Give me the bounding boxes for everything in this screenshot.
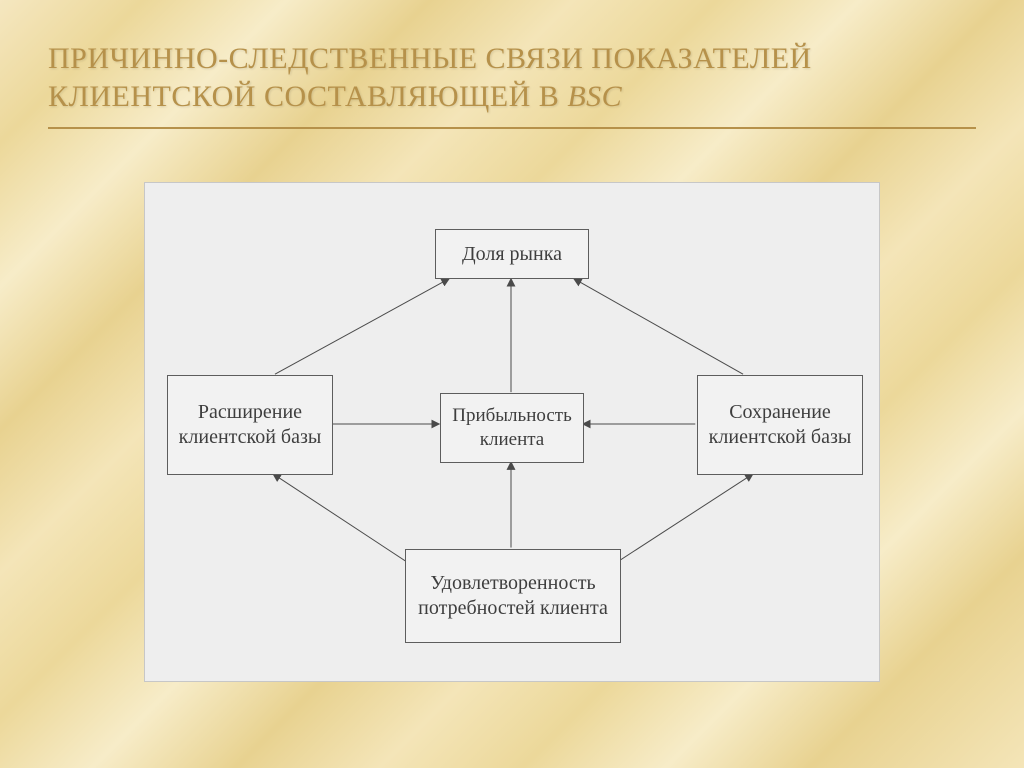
title-underline xyxy=(48,127,976,129)
node-base-retention: Сохранение клиентской базы xyxy=(697,375,863,475)
diagram-frame: Доля рынка Прибыльность клиента Расширен… xyxy=(144,182,880,682)
node-label: Удовлетворенность потребностей клиента xyxy=(414,571,612,621)
node-label: Прибыльность клиента xyxy=(449,404,575,452)
node-label: Сохранение клиентской базы xyxy=(706,400,854,450)
title-line2b: BSC xyxy=(567,80,622,113)
slide-title: ПРИЧИННО-СЛЕДСТВЕННЫЕ СВЯЗИ ПОКАЗАТЕЛЕЙ … xyxy=(48,40,976,117)
title-line2a: КЛИЕНТСКОЙ СОСТАВЛЯЮЩЕЙ В xyxy=(48,80,567,113)
node-satisfaction: Удовлетворенность потребностей клиента xyxy=(405,549,621,643)
slide-content: ПРИЧИННО-СЛЕДСТВЕННЫЕ СВЯЗИ ПОКАЗАТЕЛЕЙ … xyxy=(0,0,1024,768)
node-label: Расширение клиентской базы xyxy=(176,400,324,450)
node-base-expansion: Расширение клиентской базы xyxy=(167,375,333,475)
node-label: Доля рынка xyxy=(462,242,562,267)
node-market-share: Доля рынка xyxy=(435,229,589,279)
node-client-profit: Прибыльность клиента xyxy=(440,393,584,463)
title-line1: ПРИЧИННО-СЛЕДСТВЕННЫЕ СВЯЗИ ПОКАЗАТЕЛЕЙ xyxy=(48,42,812,75)
